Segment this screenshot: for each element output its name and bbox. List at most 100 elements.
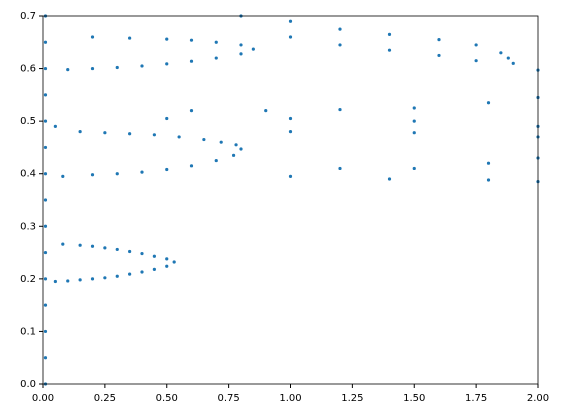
- point: [90, 66, 95, 71]
- point: [152, 133, 156, 137]
- point: [165, 116, 169, 121]
- x-tick-label: 1.25: [341, 393, 363, 404]
- point: [115, 172, 119, 176]
- point: [506, 56, 510, 60]
- plot-frame: [42, 15, 539, 385]
- point: [264, 109, 268, 113]
- point: [474, 59, 478, 63]
- point: [165, 167, 169, 172]
- point: [511, 61, 515, 65]
- point: [202, 137, 206, 142]
- point: [140, 64, 144, 68]
- point: [412, 106, 416, 110]
- point: [474, 43, 478, 47]
- y-tick-label: 0.5: [20, 116, 36, 127]
- point: [103, 246, 107, 250]
- y-tick-label: 0.1: [20, 326, 36, 337]
- point: [499, 51, 503, 55]
- point: [43, 303, 48, 307]
- point: [387, 32, 392, 37]
- x-tick-label: 0.25: [94, 393, 116, 404]
- point: [486, 101, 491, 105]
- point: [78, 278, 82, 282]
- y-tick-label: 0.0: [20, 379, 36, 390]
- point: [412, 131, 416, 135]
- y-tick-label: 0.3: [20, 221, 36, 232]
- point: [288, 116, 293, 121]
- point: [288, 174, 293, 178]
- point: [239, 147, 243, 151]
- point: [140, 252, 144, 256]
- point: [152, 254, 156, 258]
- point: [78, 130, 82, 134]
- point: [43, 145, 48, 150]
- x-tick-label: 1.50: [403, 393, 425, 404]
- point: [43, 172, 48, 176]
- point: [43, 119, 48, 123]
- point: [234, 143, 238, 147]
- point: [288, 130, 293, 134]
- point: [437, 38, 441, 42]
- point: [66, 279, 70, 283]
- x-tick-label: 1.00: [279, 393, 301, 404]
- point: [43, 329, 48, 334]
- point: [43, 224, 48, 228]
- point: [338, 27, 342, 31]
- point: [486, 178, 491, 182]
- point: [152, 267, 156, 271]
- point: [53, 124, 57, 128]
- point: [90, 35, 95, 39]
- point: [239, 52, 243, 56]
- point: [103, 276, 107, 280]
- point: [61, 242, 65, 246]
- point: [140, 270, 144, 274]
- point: [128, 249, 132, 254]
- point: [189, 38, 194, 42]
- point: [214, 158, 218, 163]
- point: [103, 131, 107, 135]
- point: [288, 35, 293, 39]
- point: [214, 56, 218, 60]
- y-tick-label: 0.2: [20, 274, 36, 285]
- point: [43, 277, 48, 281]
- point: [189, 164, 194, 168]
- point: [61, 174, 65, 178]
- y-tick-label: 0.4: [20, 169, 36, 180]
- point: [128, 272, 132, 276]
- x-tick-label: 0.75: [217, 393, 239, 404]
- point: [387, 177, 392, 181]
- point: [90, 244, 95, 248]
- point: [231, 153, 236, 157]
- point: [165, 37, 169, 41]
- point: [172, 260, 176, 264]
- y-tick-label: 0.6: [20, 64, 36, 75]
- point: [43, 93, 48, 97]
- point: [78, 243, 82, 247]
- point: [412, 119, 416, 123]
- x-tick-label: 0.00: [32, 393, 54, 404]
- x-tick-label: 0.50: [156, 393, 178, 404]
- point: [486, 161, 491, 165]
- x-tick-label: 1.75: [465, 393, 487, 404]
- point: [43, 40, 48, 44]
- point: [251, 47, 255, 51]
- point: [115, 274, 119, 278]
- point: [239, 43, 243, 47]
- point: [115, 247, 119, 252]
- point: [43, 66, 48, 71]
- point: [165, 264, 169, 268]
- point: [140, 170, 144, 174]
- point: [165, 62, 169, 66]
- point: [412, 166, 416, 171]
- point: [189, 59, 194, 63]
- point: [66, 68, 70, 72]
- point: [288, 19, 293, 23]
- point: [338, 166, 342, 171]
- point: [219, 140, 223, 144]
- point: [338, 43, 342, 47]
- point: [165, 257, 169, 261]
- point: [90, 173, 95, 177]
- point: [437, 53, 441, 58]
- point: [177, 135, 181, 139]
